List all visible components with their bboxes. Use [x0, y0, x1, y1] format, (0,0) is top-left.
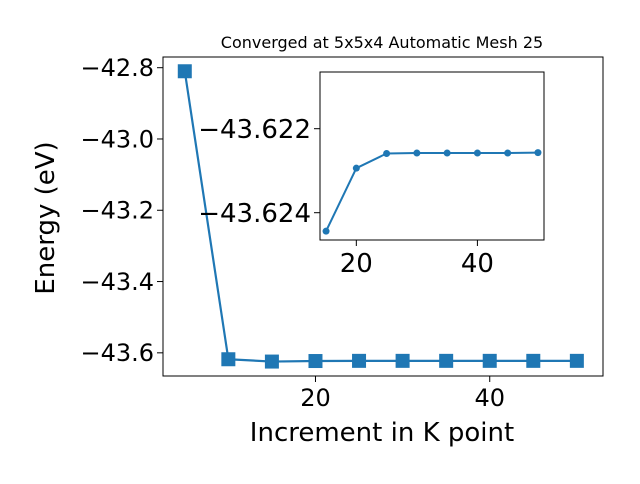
inset-data-point: [413, 149, 421, 157]
inset-y-tick-label: −43.624: [198, 199, 311, 229]
inset-y-tick-label: −43.622: [198, 115, 311, 145]
main-data-point: [482, 353, 497, 368]
main-data-point: [221, 352, 236, 367]
main-y-tick-label: −43.6: [80, 339, 154, 367]
x-axis-label: Increment in K point: [250, 418, 514, 448]
main-data-point: [569, 353, 584, 368]
inset-axes-frame: [319, 71, 545, 241]
inset-data-point: [504, 149, 512, 157]
main-data-point: [308, 354, 323, 369]
main-data-point: [526, 353, 541, 368]
inset-background: [320, 72, 544, 240]
main-axes-frame: [162, 56, 604, 377]
inset-x-tick-label: 40: [461, 249, 494, 279]
main-x-tick-label: 40: [474, 384, 505, 412]
main-y-tick-label: −43.0: [80, 125, 154, 153]
main-y-tick-label: −42.8: [80, 54, 154, 82]
main-data-point: [352, 353, 367, 368]
inset-data-point: [534, 149, 542, 157]
inset-plot-area: 20 40 −43.624 −43.622: [198, 71, 545, 279]
main-y-tick-label: −43.2: [80, 197, 154, 225]
chart-title: Converged at 5x5x4 Automatic Mesh 25: [221, 33, 543, 52]
main-data-point: [439, 353, 454, 368]
y-axis-label: Energy (eV): [31, 141, 61, 294]
main-y-tick-label: −43.4: [80, 268, 154, 296]
inset-series-line: [325, 151, 538, 232]
inset-data-point: [383, 149, 391, 157]
main-x-tick-label: 20: [300, 384, 331, 412]
inset-data-point: [352, 164, 360, 172]
main-data-point: [177, 64, 192, 79]
main-data-point: [264, 354, 279, 369]
inset-data-point: [473, 149, 481, 157]
main-plot-area: 20 40 −42.8 −43.0 −43.2 −43.4 −43.6: [80, 54, 604, 412]
inset-data-point: [443, 149, 451, 157]
inset-data-point: [322, 227, 330, 235]
main-data-point: [395, 353, 410, 368]
main-series-line: [183, 71, 577, 363]
inset-x-tick-label: 20: [340, 249, 373, 279]
